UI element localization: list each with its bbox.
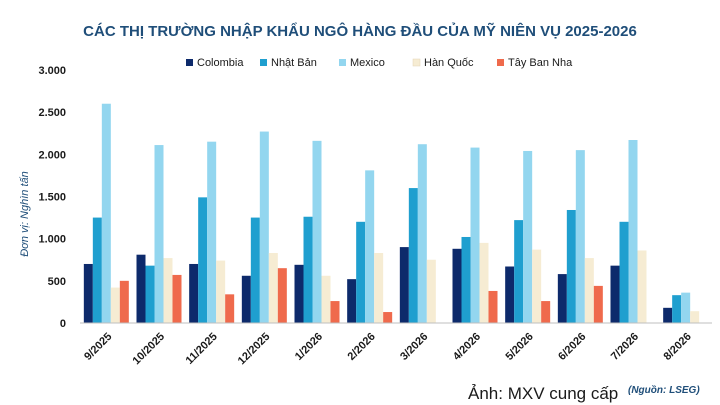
bar xyxy=(619,221,629,323)
bar xyxy=(374,253,384,323)
x-tick-label: 4/2026 xyxy=(451,331,483,363)
bar xyxy=(241,275,251,323)
legend-swatch xyxy=(497,59,504,66)
x-tick-label: 8/2026 xyxy=(662,331,694,363)
bar xyxy=(365,170,375,323)
bar xyxy=(312,140,322,323)
y-tick-label: 500 xyxy=(48,276,66,288)
bar xyxy=(207,141,217,323)
bar xyxy=(408,188,418,323)
legend-label: Colombia xyxy=(197,57,244,69)
bar xyxy=(145,265,155,323)
legend-swatch xyxy=(412,58,421,67)
bar xyxy=(557,274,567,323)
bar xyxy=(566,209,576,323)
legend-swatch xyxy=(339,59,346,66)
bar xyxy=(399,247,409,323)
bar xyxy=(383,312,393,323)
x-axis-ticks: 9/2025 10/2025 11/2025 12/2025 1/2026 2/2026 3… xyxy=(82,331,694,368)
bar xyxy=(417,144,427,323)
bar xyxy=(505,266,515,323)
bar xyxy=(663,307,673,323)
bar xyxy=(101,103,111,323)
y-axis-ticks: 0 500 1.000 1.500 2.000 2.500 3.000 xyxy=(38,65,66,330)
bar xyxy=(514,220,524,323)
photo-credit: Ảnh: MXV cung cấp xyxy=(468,384,618,403)
bar xyxy=(172,274,182,323)
bar xyxy=(488,290,498,323)
chart-title: CÁC THỊ TRƯỜNG NHẬP KHẨU NGÔ HÀNG ĐẦU CỦ… xyxy=(83,22,637,40)
y-tick-label: 2.000 xyxy=(38,149,66,161)
legend: Colombia Nhật Bản Mexico Hàn Quốc Tây Ban Nh… xyxy=(186,57,573,69)
legend-label: Hàn Quốc xyxy=(424,57,474,69)
bars xyxy=(83,103,700,323)
legend-label: Mexico xyxy=(350,57,385,69)
y-tick-label: 1.000 xyxy=(38,234,66,246)
bar xyxy=(356,221,366,323)
bar xyxy=(92,217,102,323)
bar xyxy=(461,236,471,323)
bar xyxy=(259,131,269,323)
y-tick-label: 0 xyxy=(60,318,66,330)
x-tick-label: 6/2026 xyxy=(556,331,588,363)
x-tick-label: 10/2025 xyxy=(131,331,168,368)
bar xyxy=(479,242,489,323)
bar xyxy=(83,263,93,323)
y-tick-label: 3.000 xyxy=(38,65,66,77)
bar xyxy=(584,258,594,323)
y-axis-label: Đơn vị: Nghìn tấn xyxy=(19,171,31,257)
bar xyxy=(277,268,287,323)
bar xyxy=(303,216,313,323)
bar xyxy=(672,295,682,323)
bar xyxy=(523,150,533,323)
bar xyxy=(593,285,603,323)
x-tick-label: 2/2026 xyxy=(346,331,378,363)
bar xyxy=(532,249,542,323)
source-note: (Nguồn: LSEG) xyxy=(628,384,700,396)
x-tick-label: 3/2026 xyxy=(398,331,430,363)
bar xyxy=(347,279,357,323)
x-tick-label: 1/2026 xyxy=(293,331,325,363)
bar xyxy=(330,301,340,323)
x-tick-label: 11/2025 xyxy=(184,331,220,367)
bar xyxy=(628,140,638,323)
y-tick-label: 2.500 xyxy=(38,107,66,119)
bar xyxy=(225,294,235,323)
bar xyxy=(110,287,120,323)
bar xyxy=(610,265,620,323)
x-tick-label: 12/2025 xyxy=(236,331,273,368)
bar xyxy=(452,248,462,323)
legend-swatch xyxy=(186,59,193,66)
bar xyxy=(541,301,551,323)
bar xyxy=(426,259,436,323)
bar xyxy=(119,280,129,323)
bar xyxy=(198,197,208,323)
x-tick-label: 5/2026 xyxy=(504,331,536,363)
bar xyxy=(163,258,173,323)
legend-label: Nhật Bản xyxy=(271,57,317,69)
bar xyxy=(136,254,146,323)
bar xyxy=(154,145,164,323)
bar xyxy=(321,275,331,323)
bar xyxy=(216,260,226,323)
bar xyxy=(294,264,304,323)
bar xyxy=(268,253,278,323)
bar xyxy=(189,263,199,323)
bar xyxy=(575,150,585,323)
bar xyxy=(690,311,700,323)
x-tick-label: 9/2025 xyxy=(82,331,114,363)
bar xyxy=(637,250,647,323)
bar xyxy=(681,292,691,323)
bar xyxy=(470,147,480,323)
y-tick-label: 1.500 xyxy=(38,192,66,204)
bar xyxy=(250,217,260,323)
legend-swatch xyxy=(260,59,267,66)
legend-label: Tây Ban Nha xyxy=(508,57,573,69)
x-tick-label: 7/2026 xyxy=(609,331,641,363)
